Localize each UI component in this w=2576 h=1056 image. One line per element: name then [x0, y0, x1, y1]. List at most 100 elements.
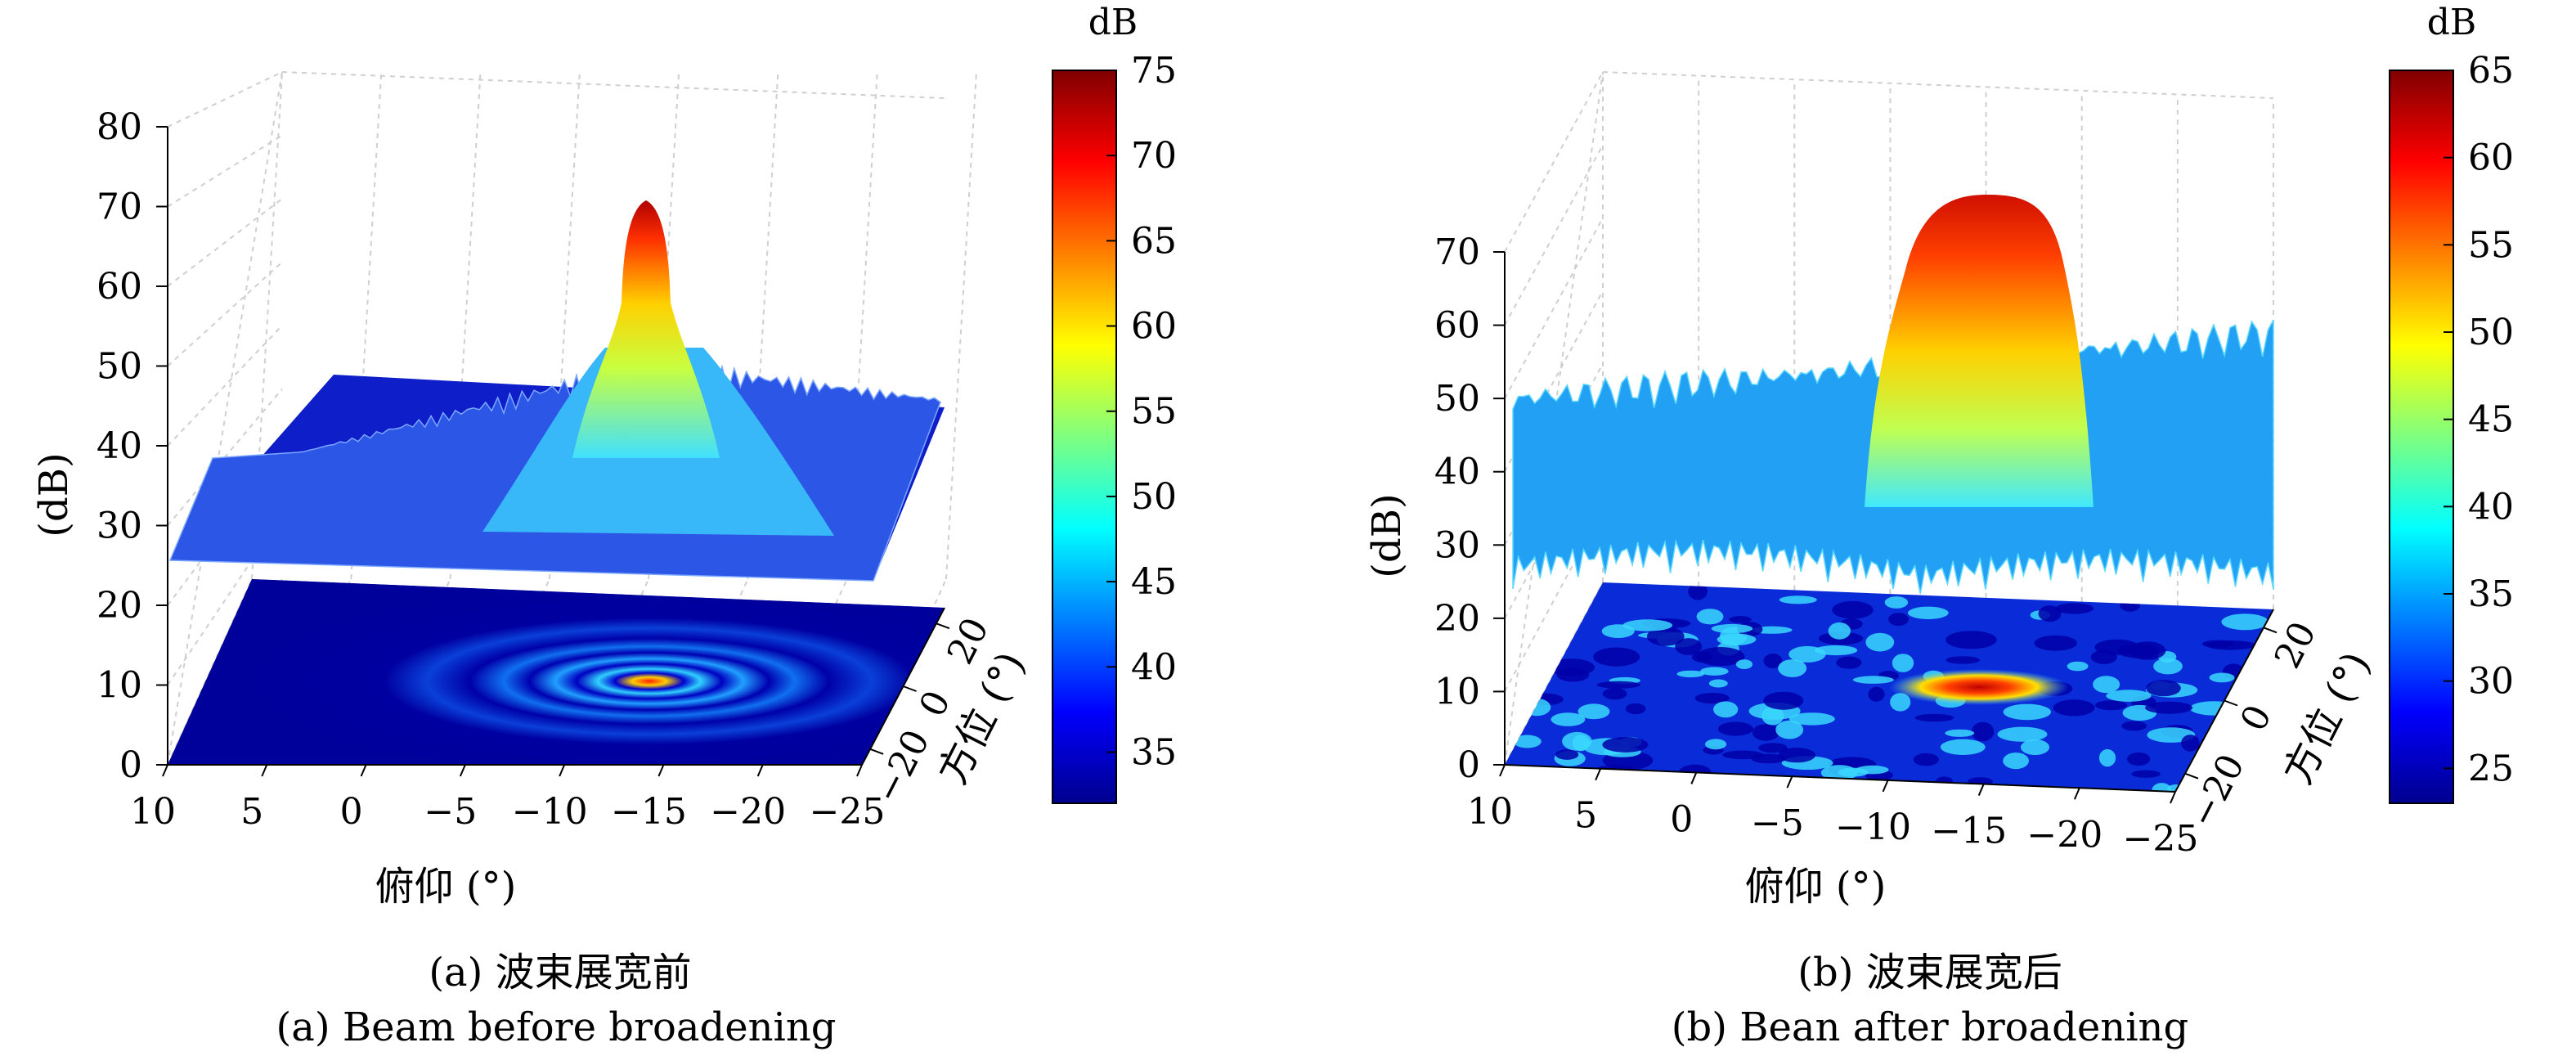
- floor-contour-blob: [2106, 690, 2152, 702]
- floor-contour-blob: [1779, 595, 1817, 604]
- z-gridline: [1504, 144, 1604, 326]
- panel-b-broadened-main-lobe: [1865, 195, 2094, 507]
- z-gridline: [167, 198, 283, 287]
- x-tick-mark: [2073, 787, 2080, 800]
- panel-a-x-axis: 10 5 0 −5 −10 −15 −20 −25: [130, 764, 885, 833]
- z-gridline: [1504, 217, 1604, 399]
- z-tick-label: 50: [96, 346, 142, 388]
- floor-contour-blob: [1555, 749, 1579, 760]
- panel-a-z-axis-title: (dB): [31, 452, 77, 537]
- floor-contour-blob: [2127, 752, 2151, 766]
- z-tick-label: 70: [1434, 231, 1480, 273]
- floor-contour-blob: [2003, 703, 2051, 721]
- y-tick-label: 0: [2233, 699, 2280, 738]
- floor-contour-blob: [1646, 627, 1685, 646]
- floor-contour-blob: [1763, 654, 1783, 668]
- z-tick-label: 70: [96, 186, 142, 228]
- z-gridline: [167, 134, 283, 208]
- z-tick-label: 30: [96, 506, 142, 547]
- floor-contour-blob: [2034, 635, 2077, 651]
- panel-b-colorbar-bar: [2389, 70, 2454, 804]
- floor-contour-blob: [2121, 721, 2147, 731]
- x-tick-mark: [657, 764, 665, 777]
- colorbar-tick-label: 35: [1131, 731, 1177, 773]
- x-tick-mark: [756, 764, 764, 777]
- floor-contour-blob: [2003, 753, 2030, 770]
- x-tick-label: −20: [710, 791, 786, 833]
- x-tick-label: −25: [2123, 818, 2199, 860]
- x-wall-gridline: [648, 71, 680, 580]
- floor-contour-blob: [1865, 632, 1895, 652]
- y-tick-mark: [869, 748, 884, 755]
- floor-contour-blob: [1945, 631, 1997, 649]
- x-wall-gridline: [548, 71, 581, 580]
- z-gridline: [167, 71, 283, 128]
- floor-contour-blob: [2131, 770, 2161, 778]
- y-tick-mark: [2263, 627, 2278, 634]
- x-tick-mark: [360, 764, 367, 777]
- floor-contour-blob: [1752, 724, 1779, 741]
- z-tick-label: 60: [96, 266, 142, 308]
- floor-contour-blob: [1708, 679, 1728, 688]
- panel-b-x-axis-title: 俯仰 (°): [1745, 864, 1887, 910]
- floor-contour-blob: [1596, 681, 1640, 689]
- x-tick-label: −5: [424, 791, 477, 833]
- x-tick-label: 5: [240, 791, 263, 833]
- colorbar-tick-label: 55: [1131, 391, 1177, 433]
- panel-b-gridlines: [1504, 71, 2274, 793]
- x-tick-mark: [459, 764, 466, 777]
- floor-contour-blob: [1602, 688, 1627, 700]
- panel-a-colorbar-title: dB: [1088, 2, 1138, 43]
- y-tick-label: 20: [2267, 615, 2325, 675]
- floor-contour-blob: [2206, 640, 2256, 650]
- x-wall-gridline: [945, 71, 977, 580]
- floor-contour-blob: [1696, 609, 1724, 625]
- floor-contour-blob: [1688, 582, 1708, 600]
- panel-b-colorbar: dB 25 30 35 40 45 50 55 60 65: [2389, 2, 2514, 804]
- floor-contour-blob: [1892, 654, 1914, 672]
- z-tick-label: 20: [96, 585, 142, 627]
- z-gridline: [167, 325, 283, 447]
- floor-contour-blob: [2146, 680, 2181, 697]
- colorbar-tick-label: 60: [2468, 137, 2514, 179]
- floor-contour-blob: [1691, 651, 1712, 663]
- floor-contour-blob: [1625, 703, 1646, 715]
- x-tick-label: 10: [1467, 791, 1513, 833]
- x-tick-label: −20: [2026, 814, 2103, 856]
- floor-contour-blob: [1513, 735, 1542, 748]
- floor-contour-blob: [1778, 659, 1807, 677]
- floor-contour-blob: [2094, 700, 2128, 711]
- floor-contour-blob: [1551, 712, 1586, 726]
- panel-a-caption-en: (a) Beam before broadening: [276, 1004, 836, 1050]
- x-wall-gridline: [449, 71, 482, 580]
- x-tick-mark: [856, 764, 863, 777]
- colorbar-tick-label: 45: [1131, 561, 1177, 603]
- panel-b-colorbar-title: dB: [2427, 2, 2477, 43]
- floor-contour-blob: [2145, 701, 2193, 714]
- floor-contour-blob: [1735, 659, 1753, 669]
- floor-contour-blob: [1940, 739, 1986, 755]
- x-tick-mark: [1882, 780, 1889, 793]
- floor-contour-blob: [2221, 613, 2269, 631]
- panel-b-caption-en: (b) Bean after broadening: [1672, 1004, 2188, 1050]
- floor-contour-blob: [2020, 739, 2050, 756]
- z-tick-label: 60: [1434, 305, 1480, 347]
- colorbar-tick-label: 65: [2468, 50, 2514, 92]
- floor-contour-blob: [1722, 750, 1764, 760]
- x-tick-mark: [1690, 772, 1698, 784]
- z-tick-label: 40: [1434, 452, 1480, 493]
- x-axis-line: [1504, 764, 2176, 793]
- floor-contour-blob: [2055, 603, 2094, 614]
- floor-contour-blob: [1694, 693, 1730, 704]
- colorbar-tick-label: 70: [1131, 135, 1177, 177]
- x-tick-mark: [1786, 775, 1793, 789]
- panel-b-floor-peak-spot: [1889, 669, 2069, 705]
- panel-a-floor-contour-map: [168, 579, 945, 765]
- x-tick-mark: [162, 764, 168, 777]
- floor-contour-blob: [1713, 701, 1739, 718]
- x-tick-label: 0: [340, 791, 363, 833]
- colorbar-tick-label: 65: [1131, 220, 1177, 262]
- x-tick-label: −10: [512, 791, 588, 833]
- y-tick-mark: [2184, 772, 2199, 780]
